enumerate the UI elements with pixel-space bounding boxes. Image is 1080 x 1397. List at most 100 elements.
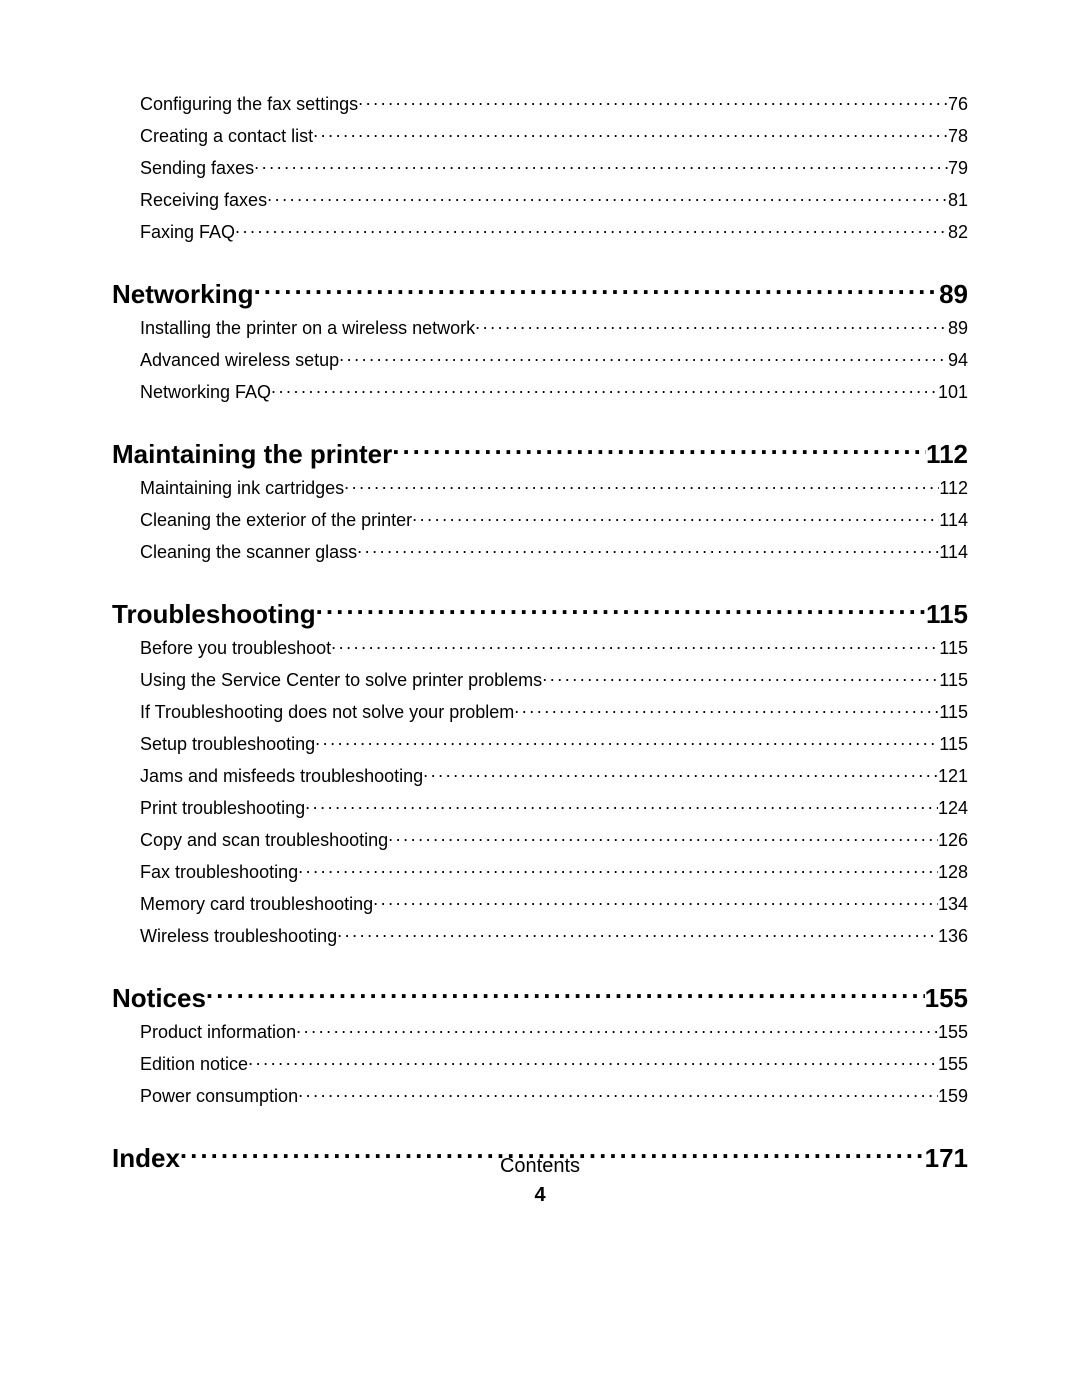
toc-sub-label: Wireless troubleshooting [140,920,337,952]
toc-sub-row: Advanced wireless setup 94 [112,344,968,376]
toc-chapter-page: 112 [926,436,968,472]
toc-leader-dots [267,188,948,206]
toc-leader-dots [388,828,938,846]
toc-sub-page: 81 [948,184,968,216]
toc-leader-dots [298,1084,938,1102]
toc-sub-page: 89 [948,312,968,344]
toc-sub-row: Fax troubleshooting128 [112,856,968,888]
toc-sub-label: Installing the printer on a wireless net… [140,312,475,344]
toc-sub-page: 115 [939,728,968,760]
toc-sub-page: 101 [938,376,968,408]
toc-sub-row: Using the Service Center to solve printe… [112,664,968,696]
toc-leader-dots [305,796,938,814]
toc-sub-row: Wireless troubleshooting 136 [112,920,968,952]
toc-leader-dots [475,316,948,334]
toc-sub-label: Product information [140,1016,296,1048]
toc-sub-row: Setup troubleshooting 115 [112,728,968,760]
toc-sub-label: Using the Service Center to solve printe… [140,664,542,696]
toc-sub-row: Before you troubleshoot115 [112,632,968,664]
toc-sub-page: 134 [938,888,968,920]
toc-sub-row: Configuring the fax settings 76 [112,88,968,120]
toc-sub-label: Edition notice [140,1048,248,1080]
toc-chapter-row: Troubleshooting 115 [112,596,968,632]
toc-sub-page: 126 [938,824,968,856]
toc-sub-label: Jams and misfeeds troubleshooting [140,760,423,792]
toc-leader-dots [358,92,948,110]
toc-sub-row: Cleaning the scanner glass 114 [112,536,968,568]
toc-leader-dots [254,156,948,174]
toc-leader-dots [315,732,939,750]
toc-sub-row: Networking FAQ101 [112,376,968,408]
toc-sub-row: Edition notice 155 [112,1048,968,1080]
toc-sub-row: Installing the printer on a wireless net… [112,312,968,344]
toc-sub-page: 155 [938,1048,968,1080]
toc-chapter-row: Maintaining the printer 112 [112,436,968,472]
toc-chapter-page: 115 [926,596,968,632]
toc-leader-dots [296,1020,938,1038]
toc-sub-page: 115 [939,632,968,664]
toc-leader-dots [344,476,939,494]
toc-sub-row: Faxing FAQ82 [112,216,968,248]
toc-sub-label: Advanced wireless setup [140,344,339,376]
toc-sub-label: Sending faxes [140,152,254,184]
toc-sub-page: 78 [948,120,968,152]
toc-sub-label: Copy and scan troubleshooting [140,824,388,856]
toc-leader-dots [316,597,926,623]
toc-sub-page: 94 [948,344,968,376]
toc-leader-dots [337,924,938,942]
toc-sub-page: 76 [948,88,968,120]
footer-page-number: 4 [0,1184,1080,1207]
toc-sub-page: 159 [938,1080,968,1112]
document-page: Configuring the fax settings76Creating a… [0,0,1080,1397]
toc-leader-dots [235,220,948,238]
toc-sub-label: Configuring the fax settings [140,88,358,120]
toc-sub-label: Print troubleshooting [140,792,305,824]
toc-leader-dots [412,508,939,526]
toc-leader-dots [514,700,939,718]
toc-sub-label: Receiving faxes [140,184,267,216]
toc-sub-row: Power consumption 159 [112,1080,968,1112]
toc-leader-dots [248,1052,938,1070]
toc-leader-dots [373,892,938,910]
toc-sub-row: Receiving faxes 81 [112,184,968,216]
toc-sub-label: Creating a contact list [140,120,313,152]
toc-chapter-page: 89 [939,276,968,312]
toc-sub-page: 121 [938,760,968,792]
table-of-contents: Configuring the fax settings76Creating a… [112,88,968,1176]
toc-sub-row: Cleaning the exterior of the printer114 [112,504,968,536]
toc-chapter-label: Maintaining the printer [112,436,392,472]
toc-leader-dots [423,764,938,782]
toc-sub-label: Maintaining ink cartridges [140,472,344,504]
toc-chapter-row: Notices155 [112,980,968,1016]
toc-sub-row: Copy and scan troubleshooting 126 [112,824,968,856]
toc-leader-dots [254,277,940,303]
toc-sub-row: If Troubleshooting does not solve your p… [112,696,968,728]
toc-sub-label: Power consumption [140,1080,298,1112]
toc-sub-label: Setup troubleshooting [140,728,315,760]
toc-sub-row: Product information 155 [112,1016,968,1048]
toc-sub-page: 124 [938,792,968,824]
toc-sub-row: Sending faxes 79 [112,152,968,184]
toc-sub-row: Creating a contact list 78 [112,120,968,152]
toc-leader-dots [542,668,939,686]
toc-sub-label: Fax troubleshooting [140,856,298,888]
toc-sub-page: 82 [948,216,968,248]
toc-sub-page: 114 [939,536,968,568]
toc-sub-row: Memory card troubleshooting134 [112,888,968,920]
toc-chapter-page: 155 [925,980,968,1016]
toc-sub-row: Print troubleshooting 124 [112,792,968,824]
toc-sub-label: Cleaning the scanner glass [140,536,357,568]
toc-leader-dots [331,636,939,654]
footer-section-label: Contents [0,1155,1080,1178]
toc-sub-row: Maintaining ink cartridges112 [112,472,968,504]
toc-sub-page: 114 [939,504,968,536]
toc-sub-page: 115 [939,664,968,696]
toc-sub-page: 79 [948,152,968,184]
toc-leader-dots [271,380,938,398]
toc-chapter-label: Networking [112,276,254,312]
toc-leader-dots [357,540,939,558]
toc-sub-page: 136 [938,920,968,952]
toc-chapter-label: Troubleshooting [112,596,316,632]
toc-leader-dots [313,124,948,142]
toc-sub-page: 155 [938,1016,968,1048]
